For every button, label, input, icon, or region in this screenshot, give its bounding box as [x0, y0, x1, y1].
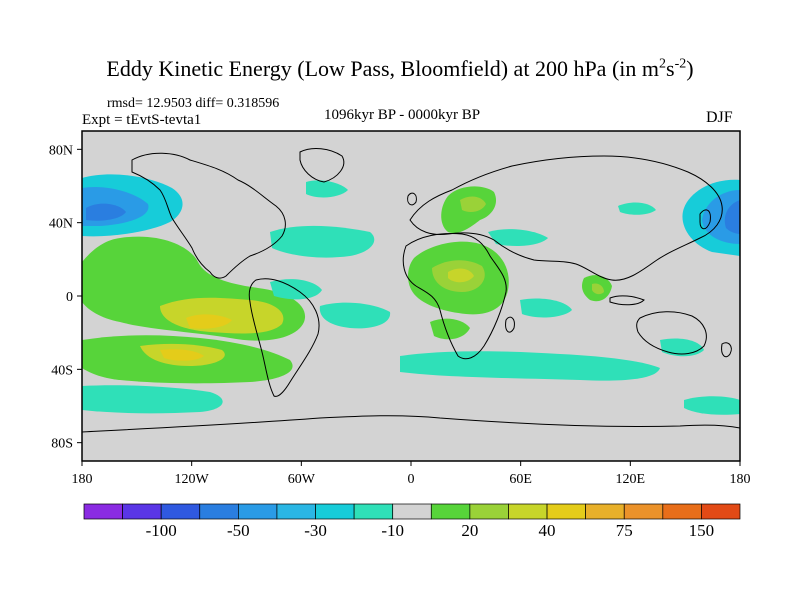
colorbar-swatch	[546, 503, 586, 520]
coast-eurasia	[409, 155, 723, 281]
lon-tick-label: 0	[408, 472, 415, 487]
coast-uk	[407, 192, 417, 206]
coast-antarctica	[82, 415, 740, 433]
colorbar-swatch	[276, 503, 316, 520]
title-unit-sup2: -2	[674, 56, 687, 72]
period-label: 1096kyr BP - 0000kyr BP	[324, 107, 481, 123]
colorbar-label: 75	[616, 521, 633, 540]
colorbar-swatch	[701, 503, 741, 520]
title-unit-sup1: 2	[659, 56, 666, 72]
anomaly-southern-ocean-east	[684, 396, 740, 415]
colorbar-swatch	[623, 503, 664, 520]
colorbar	[83, 503, 741, 520]
anomaly-south-pacific-peak	[186, 314, 232, 329]
coast-japan	[699, 209, 711, 230]
title-main: Eddy Kinetic Energy (Low Pass, Bloomfiel…	[106, 56, 659, 81]
lon-tick-label: 180	[72, 472, 93, 487]
colorbar-label: -50	[227, 521, 250, 540]
coastlines	[82, 148, 740, 433]
lat-tick-label: 40N	[49, 217, 73, 232]
colorbar-swatch	[122, 503, 162, 520]
anomaly-north-atlantic-cell	[306, 180, 348, 198]
colorbar-swatch	[585, 503, 625, 520]
colorbar-swatch	[160, 503, 201, 520]
lon-tick-label: 60E	[509, 472, 532, 487]
anomaly-southeast-asia-core	[592, 283, 604, 295]
coast-madagascar	[505, 316, 515, 333]
lat-tick-label: 80N	[49, 143, 73, 158]
colorbar-swatch	[662, 503, 702, 520]
colorbar-label: 40	[539, 521, 556, 540]
anomaly-field	[82, 174, 740, 415]
colorbar-swatch	[508, 503, 548, 520]
anomaly-southern-ocean-west	[82, 385, 223, 414]
coast-australia	[636, 311, 707, 355]
colorbar-swatch	[353, 503, 394, 520]
colorbar-label: -100	[146, 521, 177, 540]
experiment-label: Expt = tEvtS-tevta1	[82, 112, 202, 128]
lat-tick-label: 0	[66, 290, 73, 305]
lat-tick-label: 80S	[51, 437, 73, 452]
colorbar-swatch	[83, 503, 123, 520]
stats-label: rmsd= 12.9503 diff= 0.318596	[107, 96, 280, 111]
anomaly-north-pacific-east-deep	[724, 200, 740, 234]
coast-greenland	[299, 148, 345, 183]
lon-tick-label: 60W	[288, 472, 316, 487]
lon-tick-label: 120W	[175, 472, 210, 487]
anomaly-north-pacific-west-deep	[86, 203, 126, 221]
anomaly-south-atlantic	[319, 302, 391, 329]
colorbar-swatch	[238, 503, 278, 520]
anomaly-central-africa	[430, 318, 470, 340]
anomaly-south-pacific-midlat-peak	[160, 349, 204, 361]
colorbar-swatch	[469, 503, 509, 520]
colorbar-label: -10	[381, 521, 404, 540]
anomaly-south-indian-ocean-cell	[520, 298, 572, 318]
anomaly-north-africa-peak	[448, 268, 474, 283]
colorbar-label: 20	[461, 521, 478, 540]
coast-indonesia	[609, 295, 645, 306]
anomaly-arabia	[488, 229, 548, 246]
colorbar-label: -30	[304, 521, 327, 540]
coast-north-america	[131, 152, 286, 279]
coast-africa	[402, 233, 507, 360]
lon-tick-label: 180	[730, 472, 751, 487]
latitude-axis: 80N 40N 0 40S 80S	[49, 143, 82, 452]
lat-tick-label: 40S	[51, 363, 73, 378]
coast-new-zealand	[721, 342, 732, 358]
coast-south-america	[248, 278, 320, 397]
season-label: DJF	[706, 109, 733, 126]
title-unit-mid: s	[666, 56, 675, 81]
colorbar-swatch	[199, 503, 239, 520]
colorbar-label: 150	[689, 521, 715, 540]
colorbar-swatch	[392, 503, 432, 520]
anomaly-europe-core	[460, 196, 486, 212]
title-unit-close: )	[686, 56, 694, 81]
anomaly-north-asia	[618, 202, 656, 215]
colorbar-swatch	[430, 503, 471, 520]
anomaly-atlantic-north	[270, 225, 375, 258]
longitude-axis: 180 120W 60W 0 60E 120E 180	[72, 461, 751, 487]
lon-tick-label: 120E	[616, 472, 646, 487]
anomaly-australia-south	[660, 338, 704, 357]
colorbar-labels: -100 -50 -30 -10 20 40 75 150	[146, 521, 715, 540]
map-title: Eddy Kinetic Energy (Low Pass, Bloomfiel…	[0, 56, 800, 82]
colorbar-swatch	[315, 503, 355, 520]
